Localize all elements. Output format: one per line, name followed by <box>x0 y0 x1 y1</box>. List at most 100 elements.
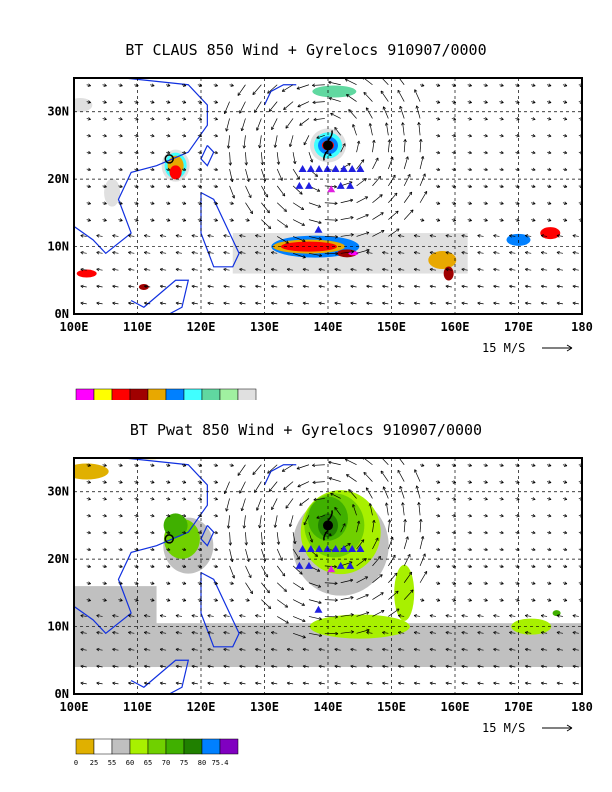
wind-vector <box>356 539 365 550</box>
wind-vector <box>398 682 405 685</box>
wind-vector <box>175 285 183 288</box>
wind-vector <box>271 648 278 651</box>
wind-vector <box>112 251 119 254</box>
wind-vector-head <box>230 201 234 205</box>
wind-vector-head <box>436 581 441 585</box>
wind-vector <box>578 464 582 466</box>
wind-vector-head <box>365 487 370 491</box>
wind-vector <box>461 682 468 685</box>
wind-vector <box>175 615 183 617</box>
wind-vector-head <box>143 614 148 618</box>
wind-vector <box>334 285 341 288</box>
wind-vector-head <box>509 284 513 289</box>
wind-vector-head <box>556 301 560 306</box>
wind-vector <box>281 464 294 472</box>
wind-vector-head <box>382 106 386 110</box>
gyre-triangle <box>295 181 304 189</box>
wind-vector-head <box>246 218 250 222</box>
gyre-triangle <box>327 185 336 193</box>
wind-vector-head <box>198 581 203 585</box>
wind-vector <box>144 631 151 634</box>
wind-vector <box>239 481 246 494</box>
wind-vector-head <box>143 681 148 686</box>
wind-vector-head <box>385 122 389 126</box>
wind-vector-head <box>563 564 568 568</box>
wind-vector <box>245 532 247 546</box>
wind-vector <box>388 210 399 220</box>
wind-vector-head <box>556 647 560 652</box>
wind-vector-head <box>143 647 148 652</box>
coastline <box>74 458 208 635</box>
wind-vector <box>356 520 360 533</box>
wind-vector-head <box>198 598 203 602</box>
wind-vector-head <box>135 218 139 222</box>
wind-vector <box>372 592 384 600</box>
wind-vector-head <box>119 201 123 205</box>
wind-vector-head <box>276 161 281 165</box>
wind-vector-head <box>415 105 419 109</box>
wind-vector-head <box>207 267 211 272</box>
wind-vector-head <box>509 664 513 669</box>
wind-vector <box>96 631 103 634</box>
wind-vector-head <box>167 463 171 467</box>
wind-vector <box>96 665 103 668</box>
wind-vector-head <box>452 117 457 121</box>
wind-vector <box>340 631 354 634</box>
wind-vector <box>578 151 582 154</box>
wind-vector-head <box>128 614 132 618</box>
wind-vector-head <box>112 630 116 635</box>
wind-vector-head <box>532 497 536 501</box>
wind-vector <box>372 230 385 237</box>
wind-vector <box>312 101 325 103</box>
wind-vector-head <box>382 284 386 289</box>
wind-vector-head <box>445 630 449 635</box>
wind-vector <box>274 135 278 148</box>
vector-scale-arrowhead <box>566 724 573 732</box>
wind-vector-head <box>112 647 116 652</box>
wind-vector <box>429 251 437 254</box>
wind-vector <box>328 461 341 466</box>
wind-vector <box>191 631 198 634</box>
wind-vector <box>387 139 390 153</box>
wind-vector-head <box>87 514 91 518</box>
wind-vector-head <box>237 92 241 96</box>
wind-vector-head <box>103 167 107 172</box>
wind-vector <box>419 519 422 533</box>
wind-vector <box>80 682 87 685</box>
wind-vector <box>80 251 87 254</box>
wind-vector-head <box>387 139 392 143</box>
wind-vector <box>334 682 341 685</box>
wind-vector <box>308 582 321 588</box>
wind-vector <box>144 682 151 685</box>
wind-vector <box>267 464 278 474</box>
wind-vector-head <box>350 250 354 254</box>
cloud-blob <box>76 269 97 278</box>
wind-vector <box>160 682 167 685</box>
wind-vector <box>382 648 389 651</box>
wind-vector-head <box>524 234 529 238</box>
wind-vector-head <box>226 145 231 149</box>
wind-vector-head <box>283 486 287 491</box>
wind-vector-head <box>436 100 441 104</box>
wind-vector <box>245 202 253 214</box>
wind-vector-head <box>461 681 465 686</box>
wind-vector-head <box>382 647 386 652</box>
wind-vector <box>254 101 262 113</box>
wind-vector <box>112 648 119 651</box>
wind-vector-head <box>119 100 123 104</box>
wind-vector-head <box>151 184 155 188</box>
wind-vector-head <box>563 117 568 121</box>
wind-vector <box>414 648 421 651</box>
wind-vector-head <box>350 681 354 686</box>
wind-vector <box>525 615 532 617</box>
wind-vector <box>356 611 370 617</box>
wind-vector <box>493 285 500 288</box>
wind-vector <box>445 302 452 305</box>
wind-vector <box>414 469 421 482</box>
wind-vector <box>260 152 263 165</box>
y-tick-label: 30N <box>47 105 69 119</box>
wind-vector <box>398 235 405 237</box>
wind-vector-head <box>128 681 132 686</box>
wind-vector <box>445 615 452 617</box>
wind-vector-head <box>396 608 400 612</box>
